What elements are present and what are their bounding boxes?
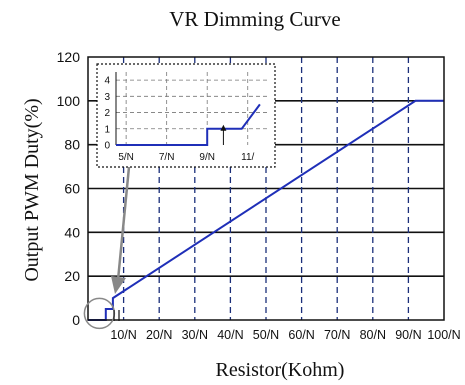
y-tick-label: 120 [57, 49, 81, 65]
inset-arrow-head [220, 124, 227, 131]
zoom-arrow-head [111, 276, 126, 294]
x-tick-label: 80/N [360, 328, 386, 342]
zoom-circle [83, 297, 116, 330]
y-tick-label: 60 [64, 181, 80, 197]
x-tick-label: 60/N [288, 328, 314, 342]
inset-y-tick-label: 2 [104, 108, 110, 119]
inset-y-tick-label: 1 [104, 124, 110, 135]
y-tick-label: 20 [64, 268, 80, 284]
zoom-arrow-shaft [116, 166, 131, 281]
inset-x-tick-label: 7/N [159, 152, 175, 163]
y-axis-ticks: 0 20 40 60 80 100 120 [57, 49, 81, 328]
inset-x-tick-label: 9/N [199, 152, 215, 163]
y-tick-label: 40 [64, 224, 80, 240]
x-tick-label: 100/N [427, 328, 460, 342]
y-axis-label: Output PWM Duty(%) [21, 98, 43, 281]
inset-x-tick-label: 5/N [118, 152, 134, 163]
inset-y-tick-label: 0 [104, 141, 110, 152]
inset-y-tick-label: 4 [104, 76, 110, 87]
inset-y-tick-label: 3 [104, 92, 110, 103]
x-tick-label: 20/N [146, 328, 172, 342]
x-axis-ticks: 10/N 20/N 30/N 40/N 50/N 60/N 70/N 80/N 90/N 100/… [110, 328, 460, 342]
inset-frame [96, 63, 276, 168]
inset-series-line [116, 103, 261, 146]
plot-frame [87, 56, 445, 321]
x-tick-label: 50/N [253, 328, 279, 342]
chart-title: VR Dimming Curve [169, 7, 341, 31]
y-tick-label: 0 [72, 312, 80, 328]
x-tick-label: 90/N [395, 328, 421, 342]
y-tick-label: 80 [64, 137, 80, 153]
x-tick-label: 30/N [182, 328, 208, 342]
inset-x-tick-label: 11/ [241, 152, 254, 163]
x-tick-label: 10/N [110, 328, 136, 342]
zoom-annotation [83, 166, 131, 330]
inset-chart: 0 1 2 3 4 5/N 7/N 9/N 11/ [96, 63, 276, 168]
x-axis-label: Resistor(Kohm) [216, 359, 345, 381]
x-tick-label: 40/N [217, 328, 243, 342]
x-tick-label: 70/N [324, 328, 350, 342]
y-tick-label: 100 [57, 93, 81, 109]
